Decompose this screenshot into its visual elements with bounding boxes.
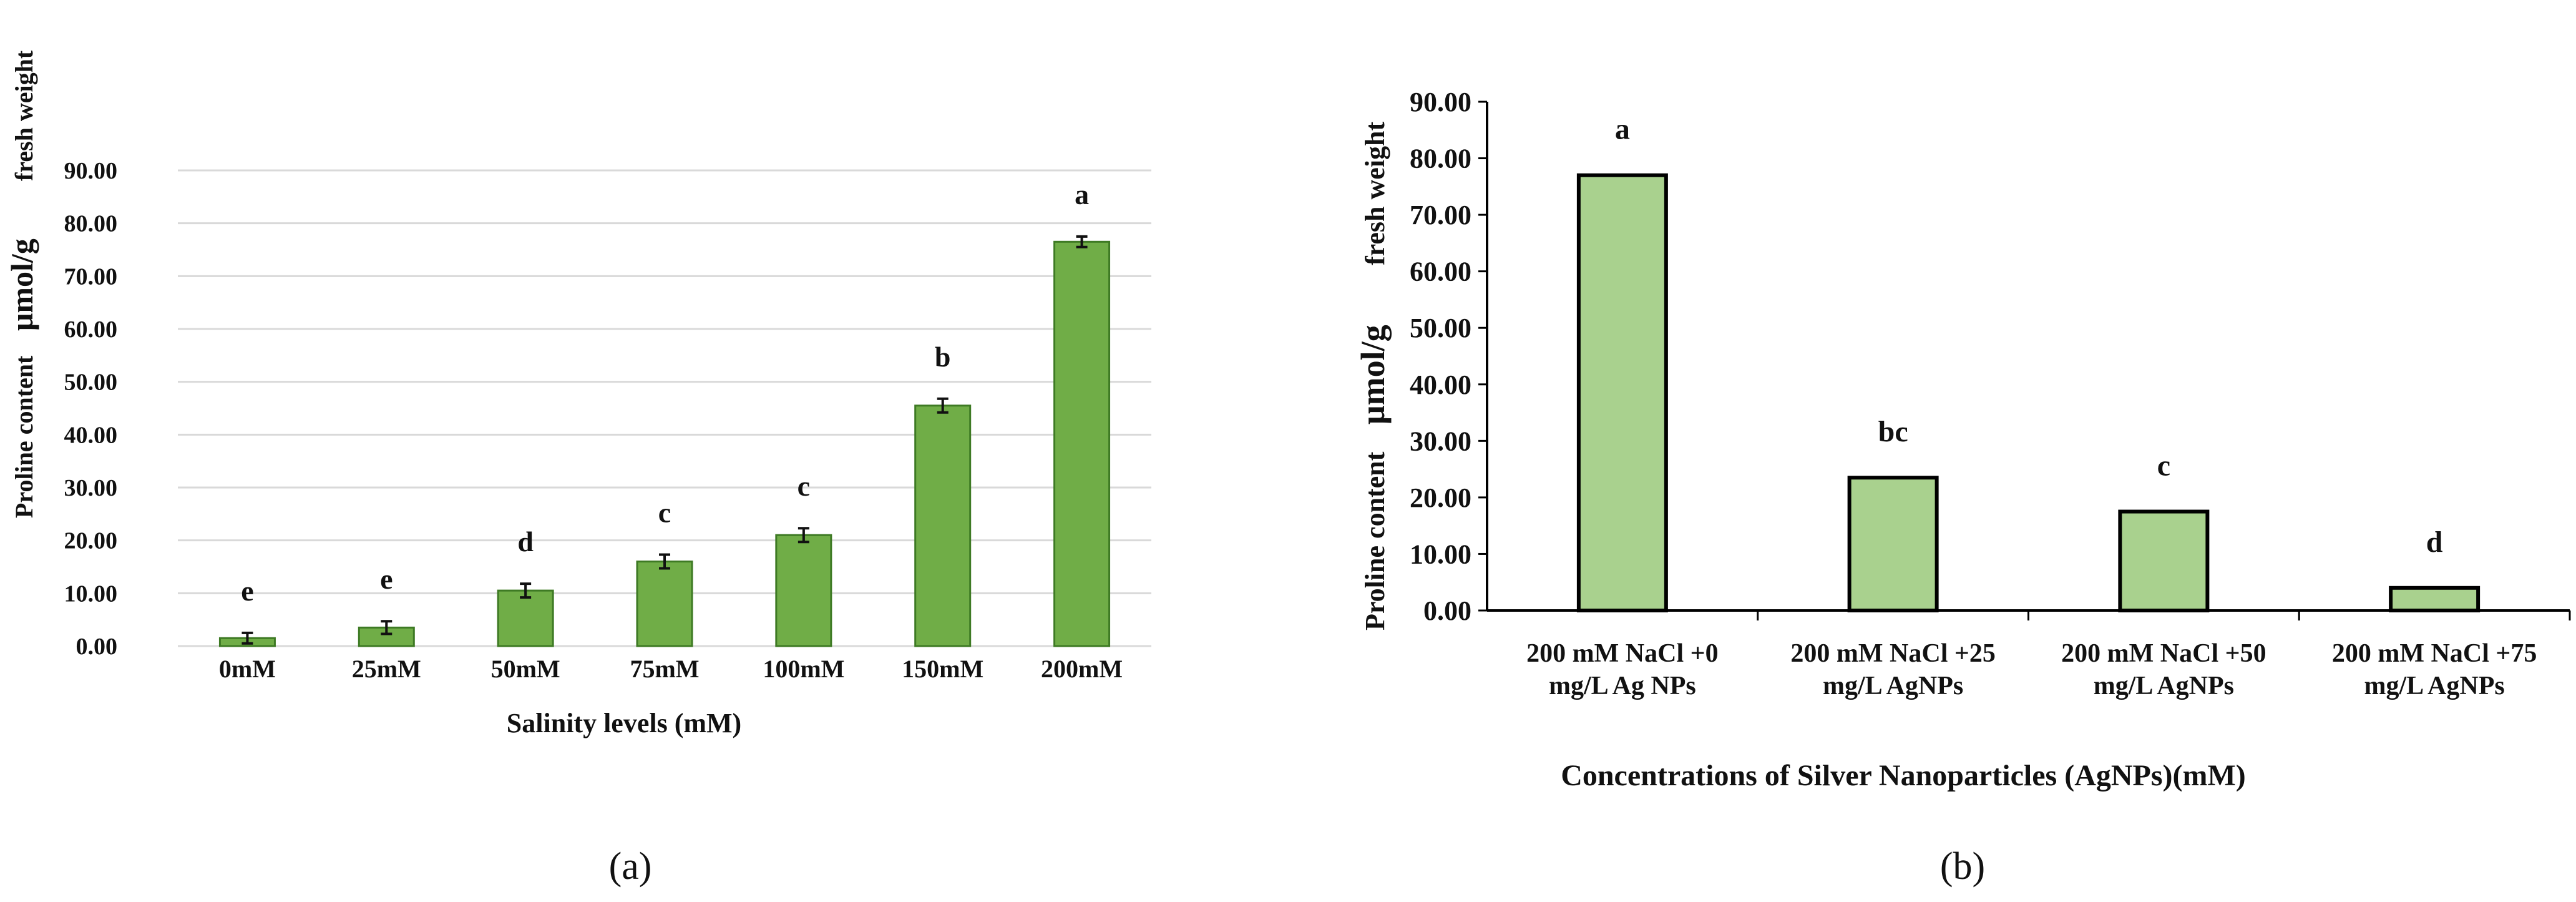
significance-letter-a: c xyxy=(658,497,671,529)
y-tick-label-a: 20.00 xyxy=(64,528,118,554)
y-tick-label-a: 80.00 xyxy=(64,211,118,237)
y-tick-label-b: 90.00 xyxy=(1410,87,1471,117)
y-tick-label-a: 30.00 xyxy=(64,475,118,501)
x-tick-label-b-line1: 200 mM NaCl +0 xyxy=(1526,639,1718,668)
x-tick-label-a: 50mM xyxy=(491,655,560,683)
y-tick-label-b: 10.00 xyxy=(1410,539,1471,569)
y-tick-label-a: 70.00 xyxy=(64,263,118,290)
x-tick-label-a: 0mM xyxy=(219,655,276,683)
x-tick-label-b-line2: mg/L AgNPs xyxy=(1823,672,1963,700)
y-tick-label-b: 60.00 xyxy=(1410,257,1471,287)
x-tick-label-b-line2: mg/L Ag NPs xyxy=(1549,672,1696,700)
y-tick-label-b: 40.00 xyxy=(1410,370,1471,400)
gridlines-a xyxy=(178,169,1151,647)
significance-letter-a: a xyxy=(1075,179,1089,210)
y-tick-label-a: 60.00 xyxy=(64,316,118,343)
y-axis-title-b-part1: Proline content xyxy=(1360,451,1390,630)
bar-b xyxy=(1847,476,1939,613)
bar-a xyxy=(497,589,554,647)
x-tick-label-a: 100mM xyxy=(763,655,844,683)
y-tick-label-b: 30.00 xyxy=(1410,426,1471,456)
x-axis-title-b: Concentrations of Silver Nanoparticles (… xyxy=(1561,759,2246,792)
y-tick-label-a: 90.00 xyxy=(64,158,118,184)
bar-b xyxy=(1576,173,1668,612)
x-tick-labels-a: 0mM 25mM 50mM 75mM 100mM 150mM 200mM xyxy=(219,655,1123,683)
significance-letter-b: c xyxy=(2157,449,2170,483)
significance-letter-a: e xyxy=(241,575,253,607)
y-axis-title-b-part2: μmol/g xyxy=(1354,325,1392,424)
x-tick-label-b-line1: 200 mM NaCl +25 xyxy=(1790,639,1995,668)
panel-label-a: (a) xyxy=(609,845,652,888)
x-tick-label-a: 200mM xyxy=(1041,655,1123,683)
y-axis-title-b: Proline content μmol/g fresh weight xyxy=(1354,121,1392,630)
significance-letter-a: d xyxy=(517,526,534,557)
significance-letter-b: bc xyxy=(1878,415,1908,448)
y-axis-title-a: Proline content μmol/g fresh weight xyxy=(4,50,39,518)
bar-b xyxy=(2118,509,2210,612)
bar-a xyxy=(636,561,693,647)
bar-b xyxy=(2389,586,2481,612)
bars-b: a bc c d xyxy=(1576,113,2481,613)
y-tick-label-a: 10.00 xyxy=(64,581,118,607)
x-tick-label-a: 25mM xyxy=(352,655,421,683)
y-axis-title-a-part1: Proline content xyxy=(10,355,38,518)
y-tick-label-b: 0.00 xyxy=(1423,596,1471,626)
y-axis-title-b-part3: fresh weight xyxy=(1360,121,1390,265)
significance-letter-b: a xyxy=(1615,113,1630,146)
bar-a xyxy=(914,404,972,647)
x-tick-label-b-line1: 200 mM NaCl +50 xyxy=(2061,639,2266,668)
x-tick-label-b-line2: mg/L AgNPs xyxy=(2094,672,2234,700)
x-tick-label-b-line1: 200 mM NaCl +75 xyxy=(2332,639,2537,668)
x-tick-labels-b: 200 mM NaCl +0 mg/L Ag NPs 200 mM NaCl +25… xyxy=(1526,610,2571,700)
significance-letter-a: b xyxy=(935,341,951,373)
y-tick-label-b: 80.00 xyxy=(1410,144,1471,174)
y-tick-labels-a: 0.00 10.00 20.00 30.00 40.00 50.00 60.00 70.00 8… xyxy=(64,158,118,660)
chart-panel-a: 0.00 10.00 20.00 30.00 40.00 50.00 60.00 70.00 8… xyxy=(4,50,1151,888)
significance-letter-a: c xyxy=(798,470,810,502)
x-tick-label-b-line2: mg/L AgNPs xyxy=(2364,672,2505,700)
y-tick-label-a: 0.00 xyxy=(76,634,118,660)
y-axis-title-a-part3: fresh weight xyxy=(10,50,38,181)
panel-label-b: (b) xyxy=(1940,845,1985,888)
y-axis-title-a-part2: μmol/g xyxy=(4,238,39,331)
bar-a xyxy=(1053,240,1111,647)
significance-letter-a: e xyxy=(380,563,393,595)
y-tick-label-b: 50.00 xyxy=(1410,313,1471,343)
y-tick-label-a: 50.00 xyxy=(64,370,118,396)
y-tick-label-a: 40.00 xyxy=(64,422,118,448)
bar-a xyxy=(775,534,832,647)
x-tick-label-a: 150mM xyxy=(902,655,983,683)
y-tick-label-b: 20.00 xyxy=(1410,483,1471,513)
bars-a: e e d c c b a xyxy=(218,179,1111,647)
significance-letter-b: d xyxy=(2426,526,2443,559)
y-tick-label-b: 70.00 xyxy=(1410,200,1471,230)
chart-panel-b: 0.00 10.00 20.00 30.00 40.00 50.00 60.00 70.00 8… xyxy=(1354,87,2571,888)
x-axis-title-a: Salinity levels (mM) xyxy=(507,708,741,738)
x-tick-label-a: 75mM xyxy=(630,655,699,683)
y-tick-labels-b: 0.00 10.00 20.00 30.00 40.00 50.00 60.00 70.00 8… xyxy=(1410,87,1487,626)
bar-a xyxy=(358,626,415,647)
